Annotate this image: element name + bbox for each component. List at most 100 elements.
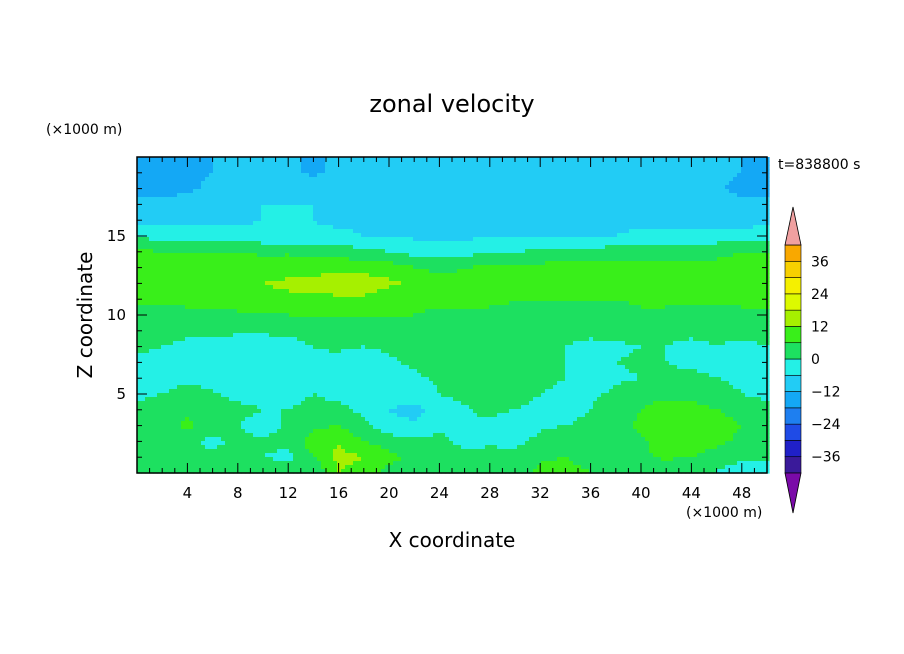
field-cell bbox=[229, 257, 234, 262]
field-cell bbox=[673, 161, 678, 166]
field-cell bbox=[137, 221, 142, 226]
field-cell bbox=[433, 229, 438, 234]
field-cell bbox=[445, 237, 450, 242]
field-cell bbox=[629, 161, 634, 166]
field-cell bbox=[565, 277, 570, 282]
field-cell bbox=[741, 265, 746, 270]
field-cell bbox=[753, 165, 758, 170]
field-cell bbox=[249, 229, 254, 234]
field-cell bbox=[193, 241, 198, 246]
field-cell bbox=[165, 269, 170, 274]
field-cell bbox=[449, 181, 454, 186]
field-cell bbox=[345, 229, 350, 234]
field-cell bbox=[353, 205, 358, 210]
field-cell bbox=[285, 181, 290, 186]
field-cell bbox=[141, 273, 146, 278]
field-cell bbox=[713, 249, 718, 254]
field-cell bbox=[661, 221, 666, 226]
field-cell bbox=[741, 209, 746, 214]
field-cell bbox=[225, 161, 230, 166]
field-cell bbox=[725, 197, 730, 202]
field-cell bbox=[221, 181, 226, 186]
field-cell bbox=[697, 205, 702, 210]
field-cell bbox=[181, 265, 186, 270]
field-cell bbox=[197, 277, 202, 282]
field-cell bbox=[285, 229, 290, 234]
field-cell bbox=[157, 241, 162, 246]
field-cell bbox=[509, 261, 514, 266]
field-cell bbox=[289, 229, 294, 234]
field-cell bbox=[681, 161, 686, 166]
field-cell bbox=[617, 229, 622, 234]
field-cell bbox=[737, 181, 742, 186]
field-cell bbox=[609, 265, 614, 270]
field-cell bbox=[349, 165, 354, 170]
field-cell bbox=[245, 249, 250, 254]
field-cell bbox=[153, 201, 158, 206]
field-cell bbox=[737, 165, 742, 170]
field-cell bbox=[661, 229, 666, 234]
field-cell bbox=[405, 201, 410, 206]
field-cell bbox=[469, 169, 474, 174]
field-cell bbox=[621, 185, 626, 190]
field-cell bbox=[521, 269, 526, 274]
field-cell bbox=[477, 193, 482, 198]
field-cell bbox=[669, 237, 674, 242]
field-cell bbox=[313, 241, 318, 246]
field-cell bbox=[265, 217, 270, 222]
field-cell bbox=[233, 169, 238, 174]
field-cell bbox=[549, 217, 554, 222]
field-cell bbox=[329, 257, 334, 262]
field-cell bbox=[273, 169, 278, 174]
field-cell bbox=[137, 161, 142, 166]
field-cell bbox=[289, 173, 294, 178]
field-cell bbox=[269, 257, 274, 262]
field-cell bbox=[153, 257, 158, 262]
field-cell bbox=[425, 277, 430, 282]
field-cell bbox=[297, 217, 302, 222]
field-cell bbox=[313, 221, 318, 226]
field-cell bbox=[625, 257, 630, 262]
field-cell bbox=[333, 281, 338, 286]
field-cell bbox=[733, 249, 738, 254]
field-cell bbox=[513, 273, 518, 278]
field-cell bbox=[469, 209, 474, 214]
field-cell bbox=[205, 261, 210, 266]
field-cell bbox=[145, 257, 150, 262]
field-cell bbox=[429, 181, 434, 186]
field-cell bbox=[429, 185, 434, 190]
field-cell bbox=[437, 181, 442, 186]
field-cell bbox=[621, 165, 626, 170]
field-cell bbox=[693, 209, 698, 214]
field-cell bbox=[393, 233, 398, 238]
field-cell bbox=[749, 245, 754, 250]
field-cell bbox=[337, 201, 342, 206]
field-cell bbox=[401, 229, 406, 234]
field-cell bbox=[325, 213, 330, 218]
field-cell bbox=[589, 161, 594, 166]
field-cell bbox=[757, 257, 762, 262]
field-cell bbox=[693, 269, 698, 274]
field-cell bbox=[237, 229, 242, 234]
field-cell bbox=[581, 181, 586, 186]
field-cell bbox=[473, 169, 478, 174]
field-cell bbox=[389, 221, 394, 226]
field-cell bbox=[325, 281, 330, 286]
field-cell bbox=[277, 169, 282, 174]
field-cell bbox=[185, 257, 190, 262]
field-cell bbox=[349, 193, 354, 198]
field-cell bbox=[165, 233, 170, 238]
field-cell bbox=[741, 221, 746, 226]
field-cell bbox=[141, 197, 146, 202]
field-cell bbox=[485, 205, 490, 210]
field-cell bbox=[145, 177, 150, 182]
field-cell bbox=[245, 269, 250, 274]
field-cell bbox=[253, 253, 258, 258]
field-cell bbox=[589, 213, 594, 218]
field-cell bbox=[493, 161, 498, 166]
field-cell bbox=[261, 249, 266, 254]
field-cell bbox=[557, 193, 562, 198]
field-cell bbox=[241, 157, 246, 162]
field-cell bbox=[137, 177, 142, 182]
field-cell bbox=[649, 233, 654, 238]
